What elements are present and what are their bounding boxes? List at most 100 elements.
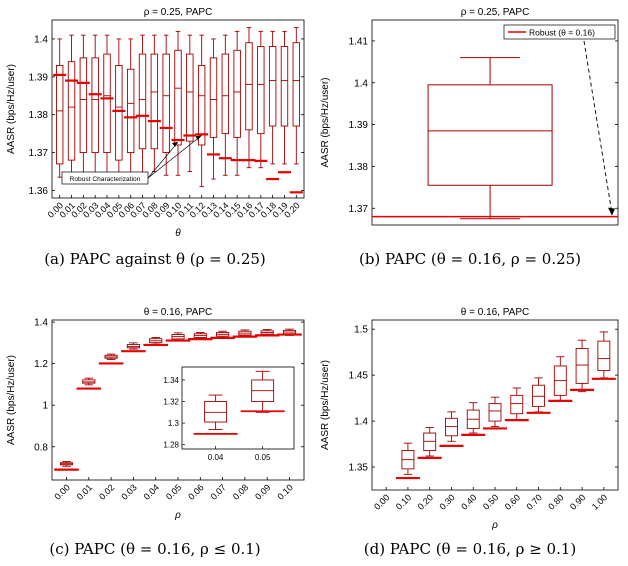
x-axis-label: ρ xyxy=(174,510,181,521)
box-iqr xyxy=(292,42,301,127)
x-axis-label: θ xyxy=(175,228,181,239)
inset-frame xyxy=(181,366,295,450)
box-0.18 xyxy=(268,30,277,165)
x-tick-label: 0.05 xyxy=(164,482,183,501)
box-0.03 xyxy=(126,342,140,350)
box-iqr xyxy=(510,394,524,415)
box-iqr xyxy=(186,53,194,142)
box-0.90 xyxy=(575,339,589,393)
x-tick-label: 0.90 xyxy=(568,492,587,511)
x-tick-label: 0.00 xyxy=(372,492,391,511)
chart-d: θ = 0.16, PAPC 1.35 1.4 1.45 1.5 AASR (bps/Hz… xyxy=(320,307,619,530)
chart-c: θ = 0.16, PAPC 0.8 1 1.2 1.4 AASR (bps/Hz/use… xyxy=(6,307,305,521)
box-iqr xyxy=(427,84,553,186)
box-iqr xyxy=(91,57,99,154)
x-tick-label: 0.02 xyxy=(97,482,116,501)
y-tick-label: 1.4 xyxy=(34,318,48,329)
box-0.01 xyxy=(82,377,96,386)
inset-y-tick-label: 1.28 xyxy=(163,441,179,450)
legend-arrow xyxy=(583,40,613,214)
inset-y-tick-label: 1.34 xyxy=(163,376,179,385)
box-iqr xyxy=(423,432,437,451)
annotation-arrow xyxy=(147,135,202,179)
y-tick-label: 1.41 xyxy=(349,36,369,47)
y-tick-label: 1.4 xyxy=(354,78,368,89)
box-iqr xyxy=(79,57,88,154)
box-iqr xyxy=(115,64,123,161)
caption-d: (d) PAPC (θ = 0.16, ρ ≥ 0.1) xyxy=(363,540,577,558)
y-tick-label: 1.5 xyxy=(354,325,368,336)
box-0.20 xyxy=(292,27,301,165)
inset-x-tick-label: 0.05 xyxy=(255,453,271,462)
x-tick-label: 0.00 xyxy=(52,482,71,501)
chart-a: ρ = 0.25, PAPC 1.36 1.37 1.38 1.39 1.4 AASR (b… xyxy=(6,7,305,239)
box-iqr xyxy=(553,365,567,396)
y-tick-label: 0.8 xyxy=(34,442,48,453)
chart-title: ρ = 0.25, PAPC xyxy=(144,7,213,18)
x-tick-label: 0.10 xyxy=(275,482,294,501)
box-0.20 xyxy=(423,427,437,457)
box-iqr xyxy=(150,53,159,150)
box-iqr xyxy=(445,417,458,437)
box-0.10 xyxy=(401,442,415,475)
box-0.50 xyxy=(488,396,502,428)
box-iqr xyxy=(209,57,218,138)
box-0.40 xyxy=(466,402,480,434)
arrow-head xyxy=(172,142,178,148)
box-0.11 xyxy=(186,34,194,172)
box-iqr xyxy=(280,46,289,127)
chart-b: ρ = 0.25, PAPC 1.37 1.38 1.39 1.4 1.41 AASR (b… xyxy=(320,7,619,226)
box-0.03 xyxy=(91,34,99,176)
caption-c: (c) PAPC (θ = 0.16, ρ ≤ 0.1) xyxy=(49,540,261,558)
box-iqr xyxy=(245,42,253,131)
box-0.01 xyxy=(67,34,76,184)
box-iqr xyxy=(197,64,206,146)
plot-frame xyxy=(371,19,619,226)
box-0.08 xyxy=(150,34,159,172)
y-axis-label: AASR (bps/Hz/user) xyxy=(320,77,331,167)
box-iqr xyxy=(575,348,589,384)
y-axis-label: AASR (bps/Hz/user) xyxy=(6,64,17,154)
inset-x-tick-label: 0.04 xyxy=(208,453,224,462)
box-iqr xyxy=(268,46,277,127)
box-iqr xyxy=(488,403,502,422)
y-tick-label: 1 xyxy=(42,401,48,412)
y-axis-label: AASR (bps/Hz/user) xyxy=(6,355,17,445)
chart-title: θ = 0.16, PAPC xyxy=(144,307,212,318)
y-tick-label: 1.38 xyxy=(29,110,49,121)
x-tick-label: 0.10 xyxy=(394,492,413,511)
x-tick-label: 0.20 xyxy=(416,492,435,511)
box-0.80 xyxy=(553,356,567,402)
x-tick-label: 0.01 xyxy=(75,482,94,501)
x-tick-label: 0.06 xyxy=(186,482,205,501)
caption-a: (a) PAPC against θ (ρ = 0.25) xyxy=(44,250,266,268)
box-0.02 xyxy=(79,34,88,176)
inset-y-tick-label: 1.3 xyxy=(168,419,180,428)
x-tick-label: 0.50 xyxy=(481,492,500,511)
box-iqr xyxy=(466,409,480,429)
x-tick-label: 0.04 xyxy=(142,482,161,501)
x-tick-label: 0.09 xyxy=(253,482,272,501)
box-0.17 xyxy=(257,30,265,169)
y-tick-label: 1.2 xyxy=(34,359,48,370)
y-tick-label: 1.39 xyxy=(349,120,369,131)
box-iqr xyxy=(55,64,64,165)
box-iqr xyxy=(67,61,76,161)
box-0.60 xyxy=(510,387,524,421)
annotation-label: Robust Characterization xyxy=(70,176,141,183)
box-0.16 xyxy=(245,27,253,169)
x-tick-label: 0.08 xyxy=(231,482,250,501)
box-0.09 xyxy=(162,34,170,176)
y-tick-label: 1.4 xyxy=(354,417,368,428)
inset-y-tick-label: 1.32 xyxy=(163,398,179,407)
y-tick-label: 1.38 xyxy=(349,162,369,173)
box-0.15 xyxy=(233,30,241,176)
x-tick-label: 0.40 xyxy=(459,492,478,511)
x-tick-label: 0.60 xyxy=(503,492,522,511)
x-tick-label: 0.70 xyxy=(524,492,543,511)
box-0.19 xyxy=(280,30,289,165)
y-tick-label: 1.4 xyxy=(34,34,48,45)
box-iqr xyxy=(532,384,545,407)
caption-b: (b) PAPC (θ = 0.16, ρ = 0.25) xyxy=(358,250,582,268)
x-tick-label: 1.00 xyxy=(590,492,609,511)
